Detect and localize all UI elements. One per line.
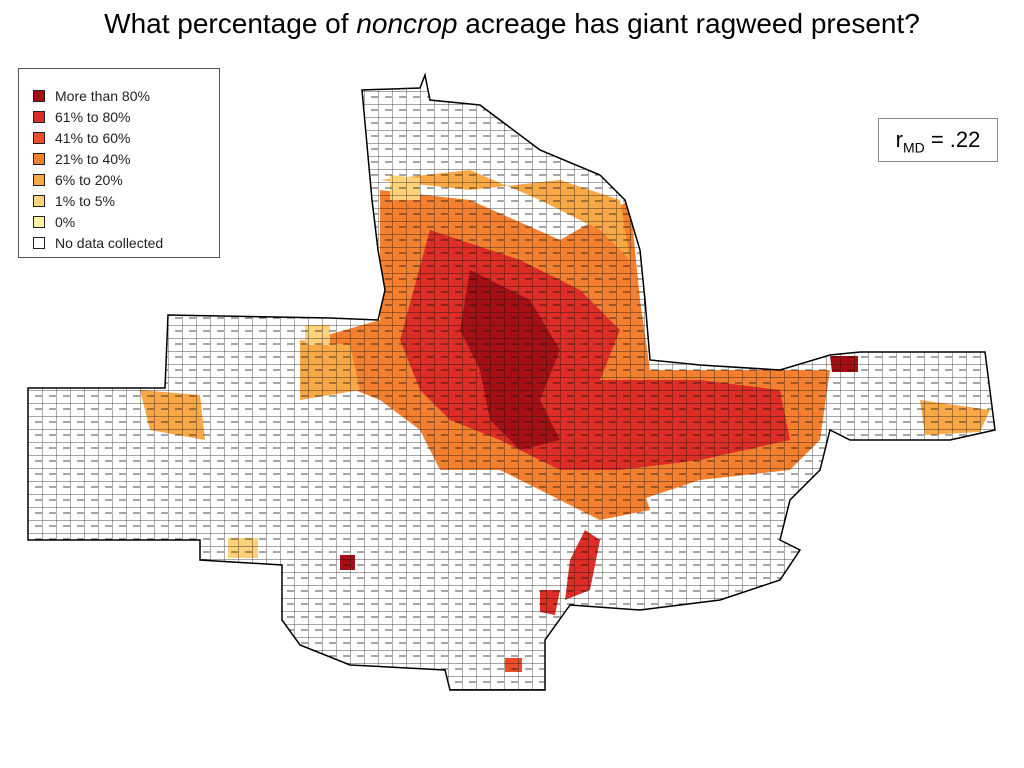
- annotation: rMD = .22: [878, 118, 998, 162]
- annotation-text: = .22: [930, 127, 981, 152]
- annotation-symbol: r: [895, 127, 903, 152]
- legend-item: 0%: [33, 211, 219, 232]
- legend-swatch: [33, 194, 45, 207]
- legend-label: No data collected: [55, 234, 164, 251]
- legend-item: 61% to 80%: [33, 106, 219, 127]
- title-emphasis: noncrop: [356, 8, 458, 39]
- legend-swatch: [33, 152, 45, 165]
- title-text: What percentage of: [104, 8, 349, 39]
- legend-item: 1% to 5%: [33, 190, 219, 211]
- legend-label: More than 80%: [55, 87, 150, 104]
- legend-item: 6% to 20%: [33, 169, 219, 190]
- legend-swatch: [33, 236, 45, 249]
- legend-swatch: [33, 173, 45, 186]
- legend-swatch: [33, 215, 45, 228]
- legend-label: 21% to 40%: [55, 150, 131, 167]
- annotation-subscript: MD: [902, 139, 925, 156]
- legend-item: 41% to 60%: [33, 127, 219, 148]
- legend-item: More than 80%: [33, 85, 219, 106]
- region-outline: [27, 72, 996, 691]
- title-text: acreage has giant ragweed present?: [465, 8, 920, 39]
- legend-label: 61% to 80%: [55, 108, 131, 125]
- legend-swatch: [33, 89, 45, 102]
- legend-label: 1% to 5%: [55, 192, 115, 209]
- legend-label: 0%: [55, 213, 76, 230]
- legend-item: No data collected: [33, 232, 219, 253]
- legend-item: 21% to 40%: [33, 148, 219, 169]
- title: What percentage of noncrop acreage has g…: [0, 8, 1024, 40]
- legend-label: 6% to 20%: [55, 171, 123, 188]
- legend: More than 80% 61% to 80% 41% to 60% 21% to …: [18, 68, 220, 258]
- legend-swatch: [33, 131, 45, 144]
- legend-swatch: [33, 110, 45, 123]
- legend-label: 41% to 60%: [55, 129, 131, 146]
